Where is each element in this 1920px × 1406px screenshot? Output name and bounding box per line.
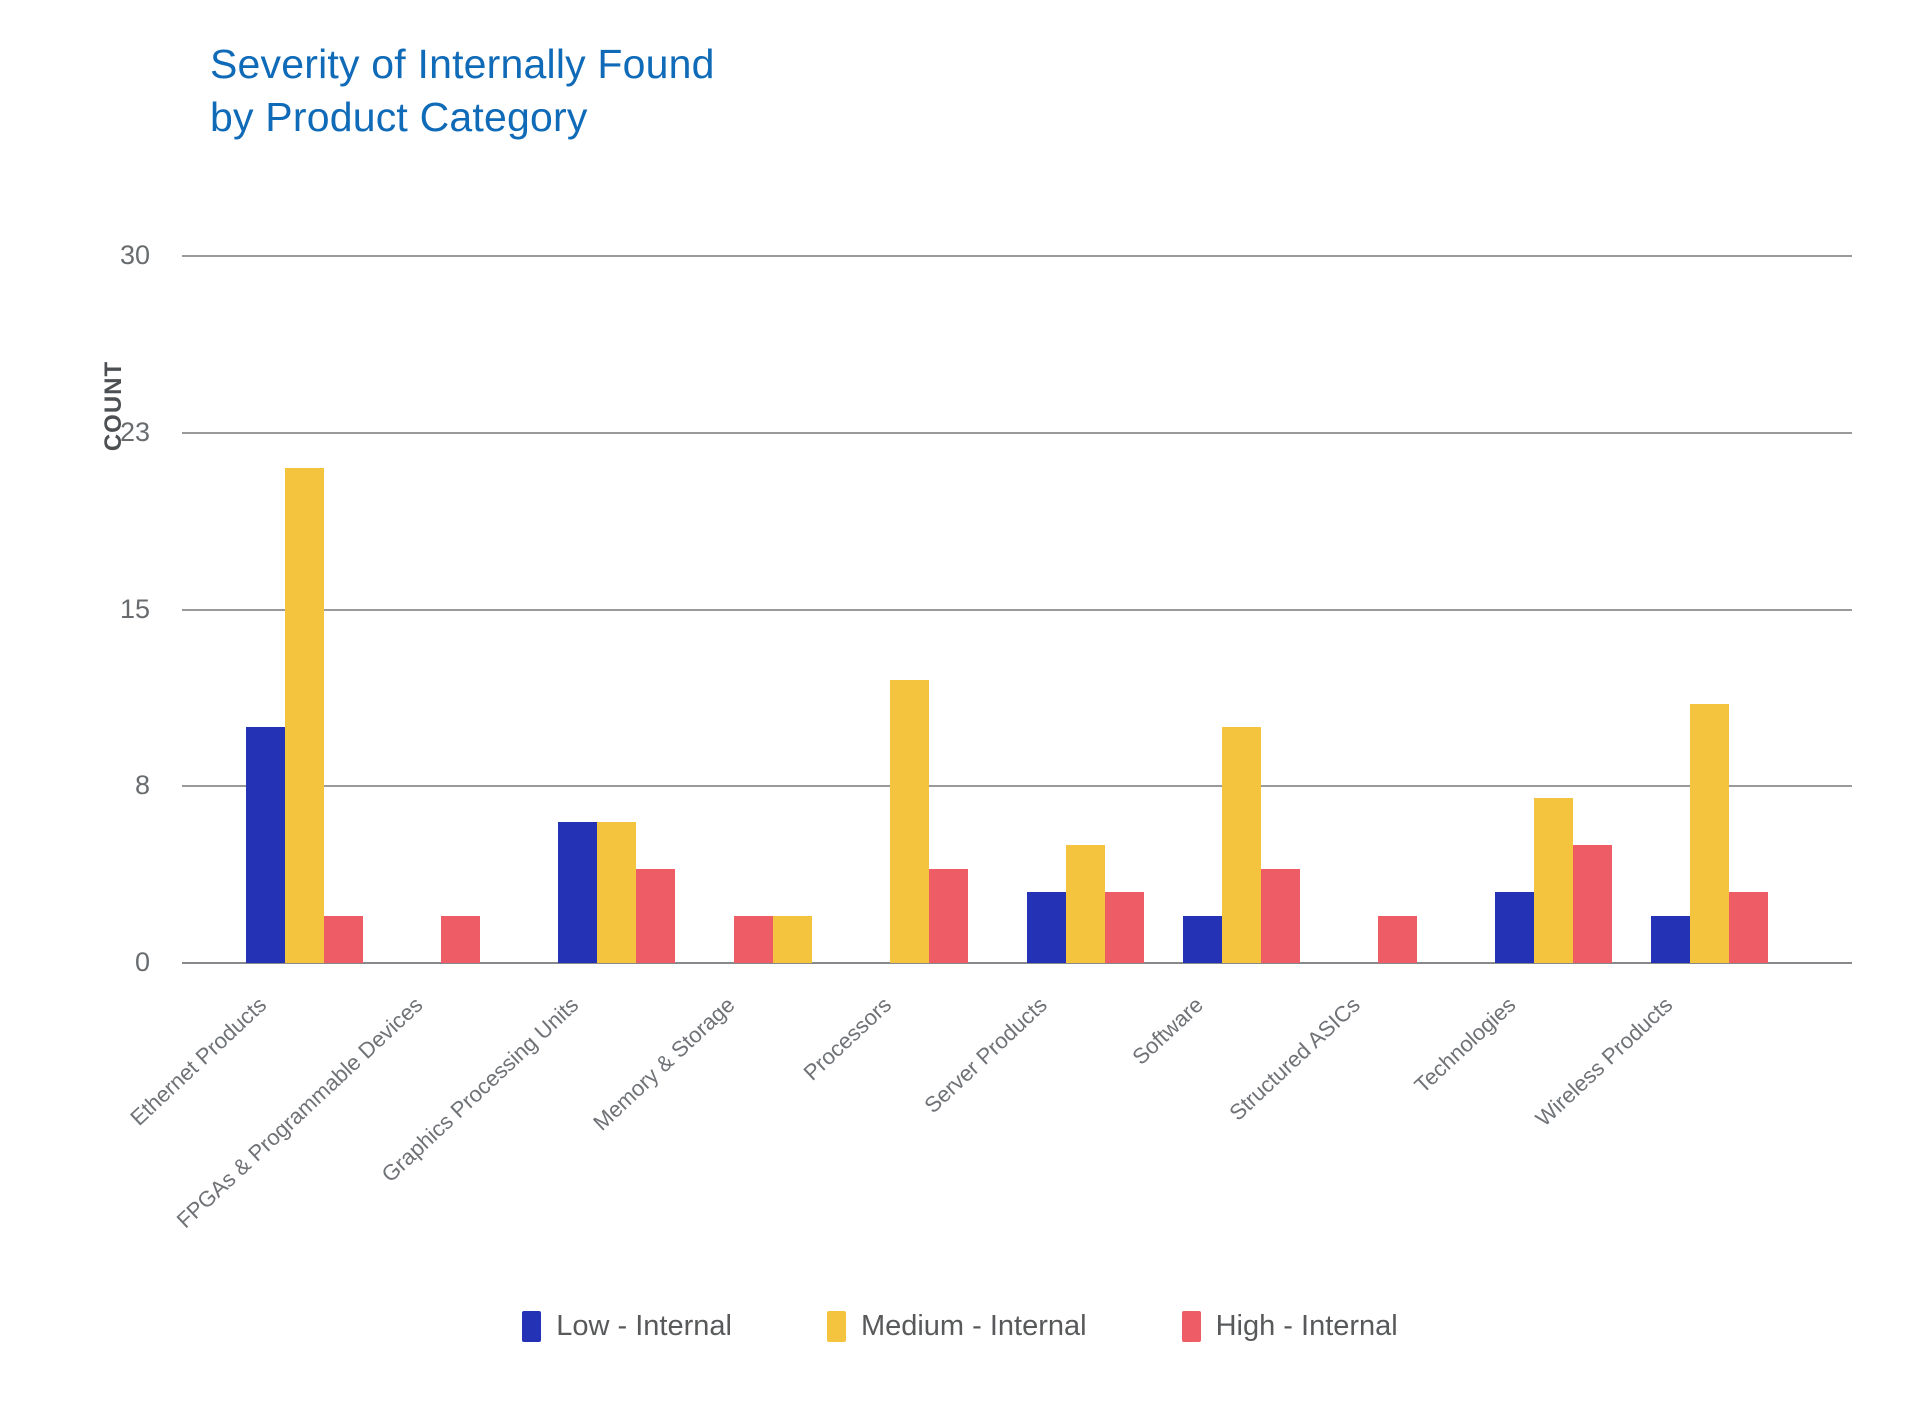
- gridline-23: [182, 431, 1852, 434]
- bar-wireless-products-low: [1651, 916, 1690, 963]
- y-tick-label-8: 8: [134, 770, 150, 801]
- x-label-memory-storage: Memory & Storage: [588, 992, 740, 1136]
- y-tick-label-0: 0: [134, 947, 150, 977]
- x-label-software: Software: [1127, 992, 1209, 1070]
- legend-label-medium: Medium - Internal: [860, 1310, 1087, 1342]
- bar-technologies-high: [1573, 845, 1612, 963]
- gridline-30: [182, 255, 1852, 257]
- bar-software-high: [1261, 869, 1300, 963]
- bar-ethernet-products-high: [324, 916, 363, 963]
- chart-title-line-1: Severity of Internally Found: [210, 41, 715, 87]
- x-label-server-products: Server Products: [919, 992, 1053, 1118]
- bar-server-products-medium: [1066, 845, 1105, 963]
- bar-wireless-products-high: [1729, 892, 1768, 963]
- bar-memory-storage-medium: [773, 916, 812, 963]
- bar-technologies-medium: [1534, 798, 1573, 963]
- x-label-technologies: Technologies: [1409, 992, 1521, 1098]
- x-label-fpgas-programmable-devices: FPGAs & Programmable Devices: [171, 992, 428, 1233]
- bar-graphics-processing-units-low: [558, 822, 597, 963]
- legend-label-high: High - Internal: [1215, 1310, 1398, 1342]
- legend-item-medium: Medium - Internal: [826, 1310, 1087, 1343]
- legend: Low - Internal Medium - Internal High - In…: [0, 1310, 1920, 1343]
- bar-ethernet-products-medium: [285, 468, 324, 963]
- bar-software-medium: [1222, 727, 1261, 963]
- legend-swatch-low: [522, 1311, 542, 1342]
- gridline-15: [182, 608, 1852, 611]
- y-tick-label-15: 15: [119, 593, 150, 624]
- legend-swatch-high: [1181, 1311, 1201, 1342]
- bar-wireless-products-medium: [1690, 704, 1729, 963]
- bar-structured-asics-high: [1378, 916, 1417, 963]
- bar-ethernet-products-low: [246, 727, 285, 963]
- bar-processors-medium: [890, 680, 929, 963]
- x-axis-baseline: [182, 962, 1852, 964]
- bar-graphics-processing-units-high: [636, 869, 675, 963]
- bar-technologies-low: [1495, 892, 1534, 963]
- x-label-ethernet-products: Ethernet Products: [125, 992, 272, 1131]
- legend-label-low: Low - Internal: [556, 1310, 732, 1342]
- bar-memory-storage-high: [734, 916, 773, 963]
- x-label-wireless-products: Wireless Products: [1530, 992, 1677, 1132]
- legend-item-low: Low - Internal: [522, 1310, 732, 1343]
- x-label-processors: Processors: [798, 992, 896, 1086]
- y-tick-label-30: 30: [119, 240, 150, 270]
- bar-fpgas-programmable-devices-high: [441, 916, 480, 963]
- bar-graphics-processing-units-medium: [597, 822, 636, 963]
- legend-item-high: High - Internal: [1181, 1310, 1398, 1343]
- gridline-8: [182, 785, 1852, 788]
- bar-server-products-high: [1105, 892, 1144, 963]
- bar-software-low: [1183, 916, 1222, 963]
- bar-server-products-low: [1027, 892, 1066, 963]
- chart-title: Severity of Internally Found by Product …: [210, 38, 715, 144]
- chart-title-line-2: by Product Category: [210, 94, 588, 140]
- x-label-structured-asics: Structured ASICs: [1223, 992, 1365, 1126]
- legend-swatch-medium: [826, 1311, 846, 1342]
- y-tick-label-23: 23: [119, 416, 150, 447]
- bar-processors-high: [929, 869, 968, 963]
